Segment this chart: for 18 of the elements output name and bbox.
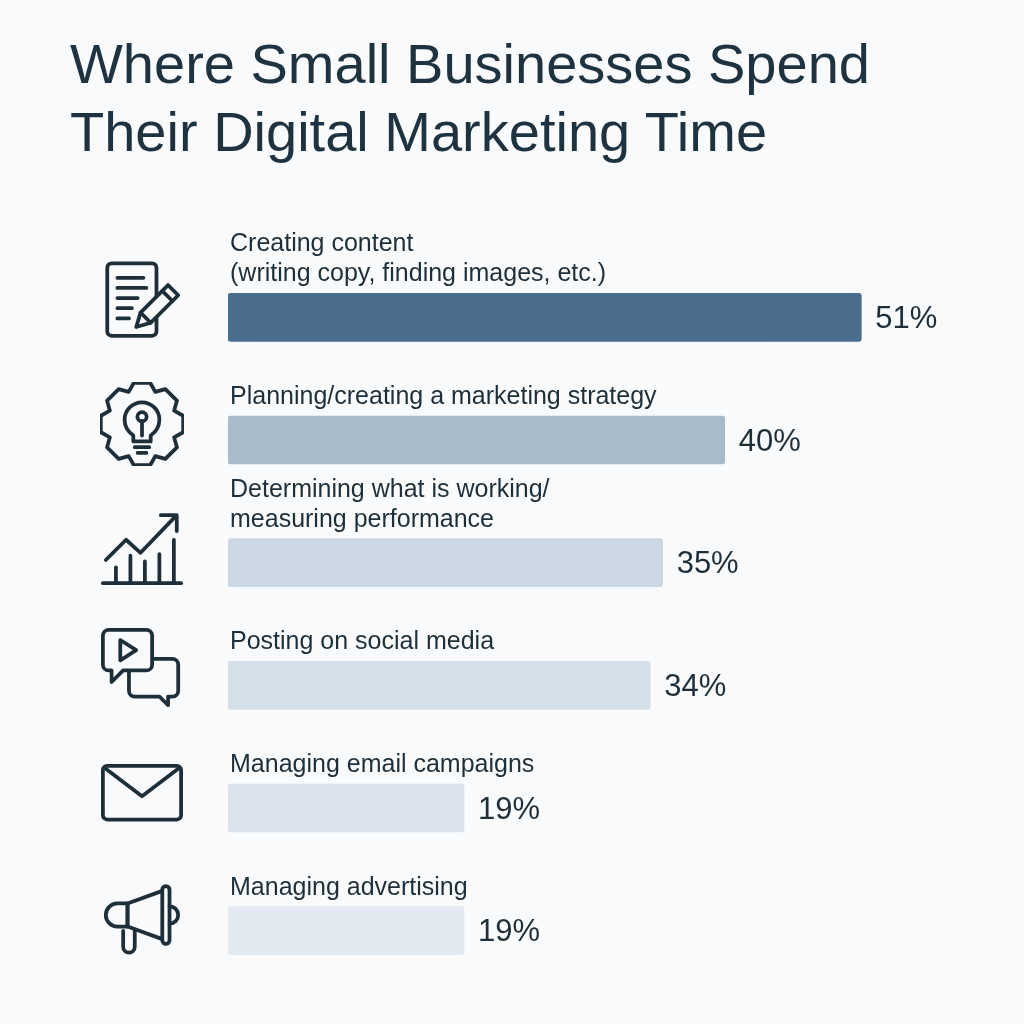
y-tick-label: Determining what is working/ measuring performance xyxy=(230,473,550,532)
data-label: 34% xyxy=(664,667,727,703)
bar xyxy=(228,538,663,587)
data-label: 19% xyxy=(477,913,540,949)
data-label: 35% xyxy=(676,545,739,581)
y-tick-label: Managing email campaigns xyxy=(230,749,535,777)
bar xyxy=(228,293,862,342)
bar xyxy=(228,415,726,465)
bar xyxy=(228,783,465,833)
bar xyxy=(228,661,651,710)
y-tick-label: Managing advertising xyxy=(230,871,468,900)
data-label: 40% xyxy=(738,422,801,458)
data-label: 19% xyxy=(477,790,540,826)
data-label: 51% xyxy=(875,299,938,335)
y-tick-label: Planning/creating a marketing strategy xyxy=(230,381,658,409)
y-tick-label: Posting on social media xyxy=(230,626,495,655)
chart-title: Where Small Businesses Spend Their Digital Marketing Time xyxy=(70,31,871,165)
y-tick-label: Creating content (writing copy, finding images, etc.) xyxy=(230,228,607,287)
